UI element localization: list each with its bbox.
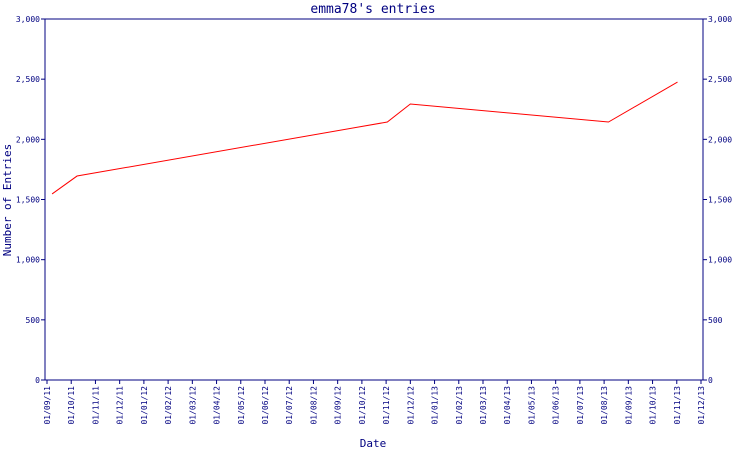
x-tick-label: 01/11/13 [673, 386, 682, 425]
x-tick-label: 01/01/13 [431, 386, 440, 425]
y2-tick-label: 2,000 [708, 135, 732, 144]
x-tick-label: 01/02/13 [455, 386, 464, 425]
x-tick-label: 01/12/12 [406, 386, 415, 425]
x-tick-label: 01/03/13 [479, 386, 488, 425]
data-line [51, 81, 678, 195]
y2-tick-label: 1,500 [708, 196, 732, 205]
x-tick-label: 01/10/12 [358, 386, 367, 425]
x-tick-label: 01/09/13 [624, 386, 633, 425]
y-tick-label: 1,500 [16, 196, 40, 205]
x-tick-label: 01/04/13 [503, 386, 512, 425]
y-tick-label: 2,500 [16, 75, 40, 84]
y-tick-label: 500 [26, 316, 41, 325]
y2-tick-label: 0 [708, 376, 713, 385]
x-tick-label: 01/05/12 [237, 386, 246, 425]
x-tick-label: 01/08/13 [600, 386, 609, 425]
x-tick-label: 01/08/12 [309, 386, 318, 425]
plot-frame [44, 18, 704, 381]
x-tick-label: 01/10/13 [649, 386, 658, 425]
x-tick-label: 01/12/11 [116, 386, 125, 425]
chart-title: emma78's entries [310, 2, 435, 17]
y2-tick-label: 3,000 [708, 15, 732, 24]
x-tick-label: 01/07/13 [576, 386, 585, 425]
x-tick-label: 01/02/12 [164, 386, 173, 425]
x-tick-label: 01/04/12 [213, 386, 222, 425]
x-tick-label: 01/01/12 [140, 386, 149, 425]
x-tick-label: 01/12/13 [697, 386, 706, 425]
x-tick-label: 01/03/12 [188, 386, 197, 425]
x-tick-label: 01/11/11 [91, 386, 100, 425]
x-axis-label: Date [360, 437, 387, 450]
x-tick-label: 01/09/12 [334, 386, 343, 425]
y-axis-label: Number of Entries [1, 144, 14, 257]
y-tick-label: 0 [35, 376, 40, 385]
x-tick-label: 01/11/12 [382, 386, 391, 425]
y2-tick-label: 500 [708, 316, 723, 325]
y2-tick-label: 1,000 [708, 256, 732, 265]
x-tick-label: 01/07/12 [285, 386, 294, 425]
y-tick-label: 1,000 [16, 256, 40, 265]
y-tick-label: 2,000 [16, 135, 40, 144]
x-tick-label: 01/05/13 [527, 386, 536, 425]
x-tick-label: 01/06/13 [552, 386, 561, 425]
x-tick-label: 01/06/12 [261, 386, 270, 425]
x-tick-label: 01/10/11 [67, 386, 76, 425]
y2-tick-label: 2,500 [708, 75, 732, 84]
y-tick-label: 3,000 [16, 15, 40, 24]
x-tick-label: 01/09/11 [43, 386, 52, 425]
